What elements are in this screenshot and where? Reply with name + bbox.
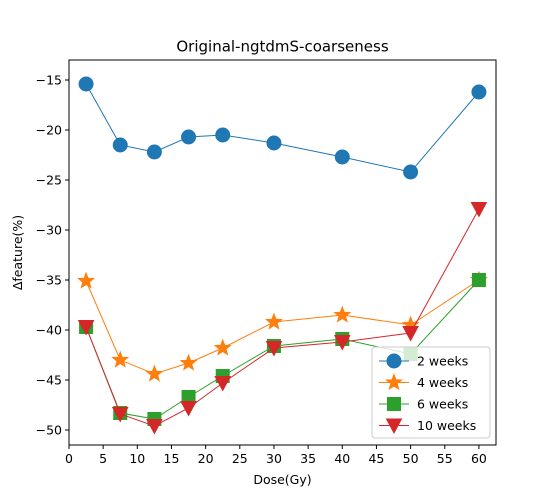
x-tick-label: 5 bbox=[99, 451, 107, 466]
legend-marker-10-weeks bbox=[385, 418, 403, 435]
legend-box bbox=[371, 346, 491, 439]
legend-label-10-weeks: 10 weeks bbox=[417, 418, 476, 433]
data-point-6-weeks bbox=[471, 273, 486, 287]
legend: 2 weeks 4 weeks 6 weeks 10 weeks bbox=[371, 346, 491, 439]
data-point-4-weeks bbox=[145, 364, 164, 382]
data-point-2-weeks bbox=[112, 137, 128, 153]
data-point-2-weeks bbox=[146, 144, 162, 160]
y-tick-label: −50 bbox=[36, 423, 62, 438]
data-point-2-weeks bbox=[266, 135, 282, 151]
legend-marker-4-weeks bbox=[385, 373, 403, 391]
data-point-4-weeks bbox=[77, 271, 96, 289]
y-tick-label: −45 bbox=[36, 373, 62, 388]
legend-label-2-weeks: 2 weeks bbox=[417, 354, 468, 369]
data-point-10-weeks bbox=[77, 320, 95, 336]
plot-frame bbox=[68, 59, 497, 446]
y-axis: −50 −45 −40 −35 −30 −25 −20 −15 bbox=[36, 73, 69, 438]
legend-marker-6-weeks bbox=[387, 397, 401, 411]
data-point-4-weeks bbox=[111, 350, 130, 368]
series-2-weeks bbox=[78, 76, 487, 180]
data-point-10-weeks bbox=[214, 376, 232, 392]
x-tick-label: 15 bbox=[164, 451, 180, 466]
chart-title: Original-ngtdmS-coarseness bbox=[176, 38, 388, 56]
data-point-10-weeks bbox=[146, 419, 163, 435]
data-point-2-weeks bbox=[403, 164, 419, 180]
x-tick-label: 55 bbox=[437, 451, 453, 466]
x-tick-label: 60 bbox=[471, 451, 487, 466]
y-tick-label: −35 bbox=[36, 273, 62, 288]
y-tick-label: −20 bbox=[36, 123, 62, 138]
y-tick-label: −30 bbox=[36, 223, 62, 238]
x-tick-label: 30 bbox=[266, 451, 282, 466]
y-tick-label: −15 bbox=[36, 73, 62, 88]
y-tick-label: −25 bbox=[36, 173, 62, 188]
x-tick-label: 0 bbox=[65, 451, 73, 466]
data-point-2-weeks bbox=[471, 84, 487, 100]
data-point-2-weeks bbox=[334, 149, 350, 165]
x-axis: 0 5 10 15 20 25 30 35 40 45 50 55 60 bbox=[65, 445, 487, 466]
series-4-weeks bbox=[77, 270, 488, 382]
x-tick-label: 25 bbox=[232, 451, 248, 466]
x-axis-label: Dose(Gy) bbox=[253, 472, 311, 487]
legend-label-6-weeks: 6 weeks bbox=[417, 397, 468, 412]
data-point-10-weeks bbox=[265, 341, 283, 357]
legend-marker-2-weeks bbox=[386, 353, 402, 369]
x-tick-label: 35 bbox=[300, 451, 316, 466]
y-axis-label: Δfeature(%) bbox=[10, 215, 25, 290]
x-tick-label: 50 bbox=[403, 451, 419, 466]
data-point-10-weeks bbox=[180, 401, 197, 417]
data-point-10-weeks bbox=[333, 335, 351, 351]
data-point-4-weeks bbox=[213, 338, 232, 356]
data-point-2-weeks bbox=[181, 129, 197, 145]
data-point-2-weeks bbox=[78, 76, 94, 92]
x-tick-label: 45 bbox=[368, 451, 384, 466]
x-tick-label: 40 bbox=[334, 451, 350, 466]
legend-label-4-weeks: 4 weeks bbox=[417, 375, 468, 390]
data-point-2-weeks bbox=[215, 127, 231, 143]
data-point-4-weeks bbox=[265, 312, 283, 330]
x-tick-label: 20 bbox=[198, 451, 214, 466]
data-point-10-weeks bbox=[111, 407, 129, 423]
data-point-4-weeks bbox=[179, 353, 198, 371]
data-point-10-weeks bbox=[402, 326, 419, 342]
y-tick-label: −40 bbox=[36, 323, 62, 338]
data-point-10-weeks bbox=[470, 202, 488, 218]
x-tick-label: 10 bbox=[129, 451, 145, 466]
series-10-weeks bbox=[77, 202, 488, 435]
data-point-4-weeks bbox=[333, 305, 352, 323]
